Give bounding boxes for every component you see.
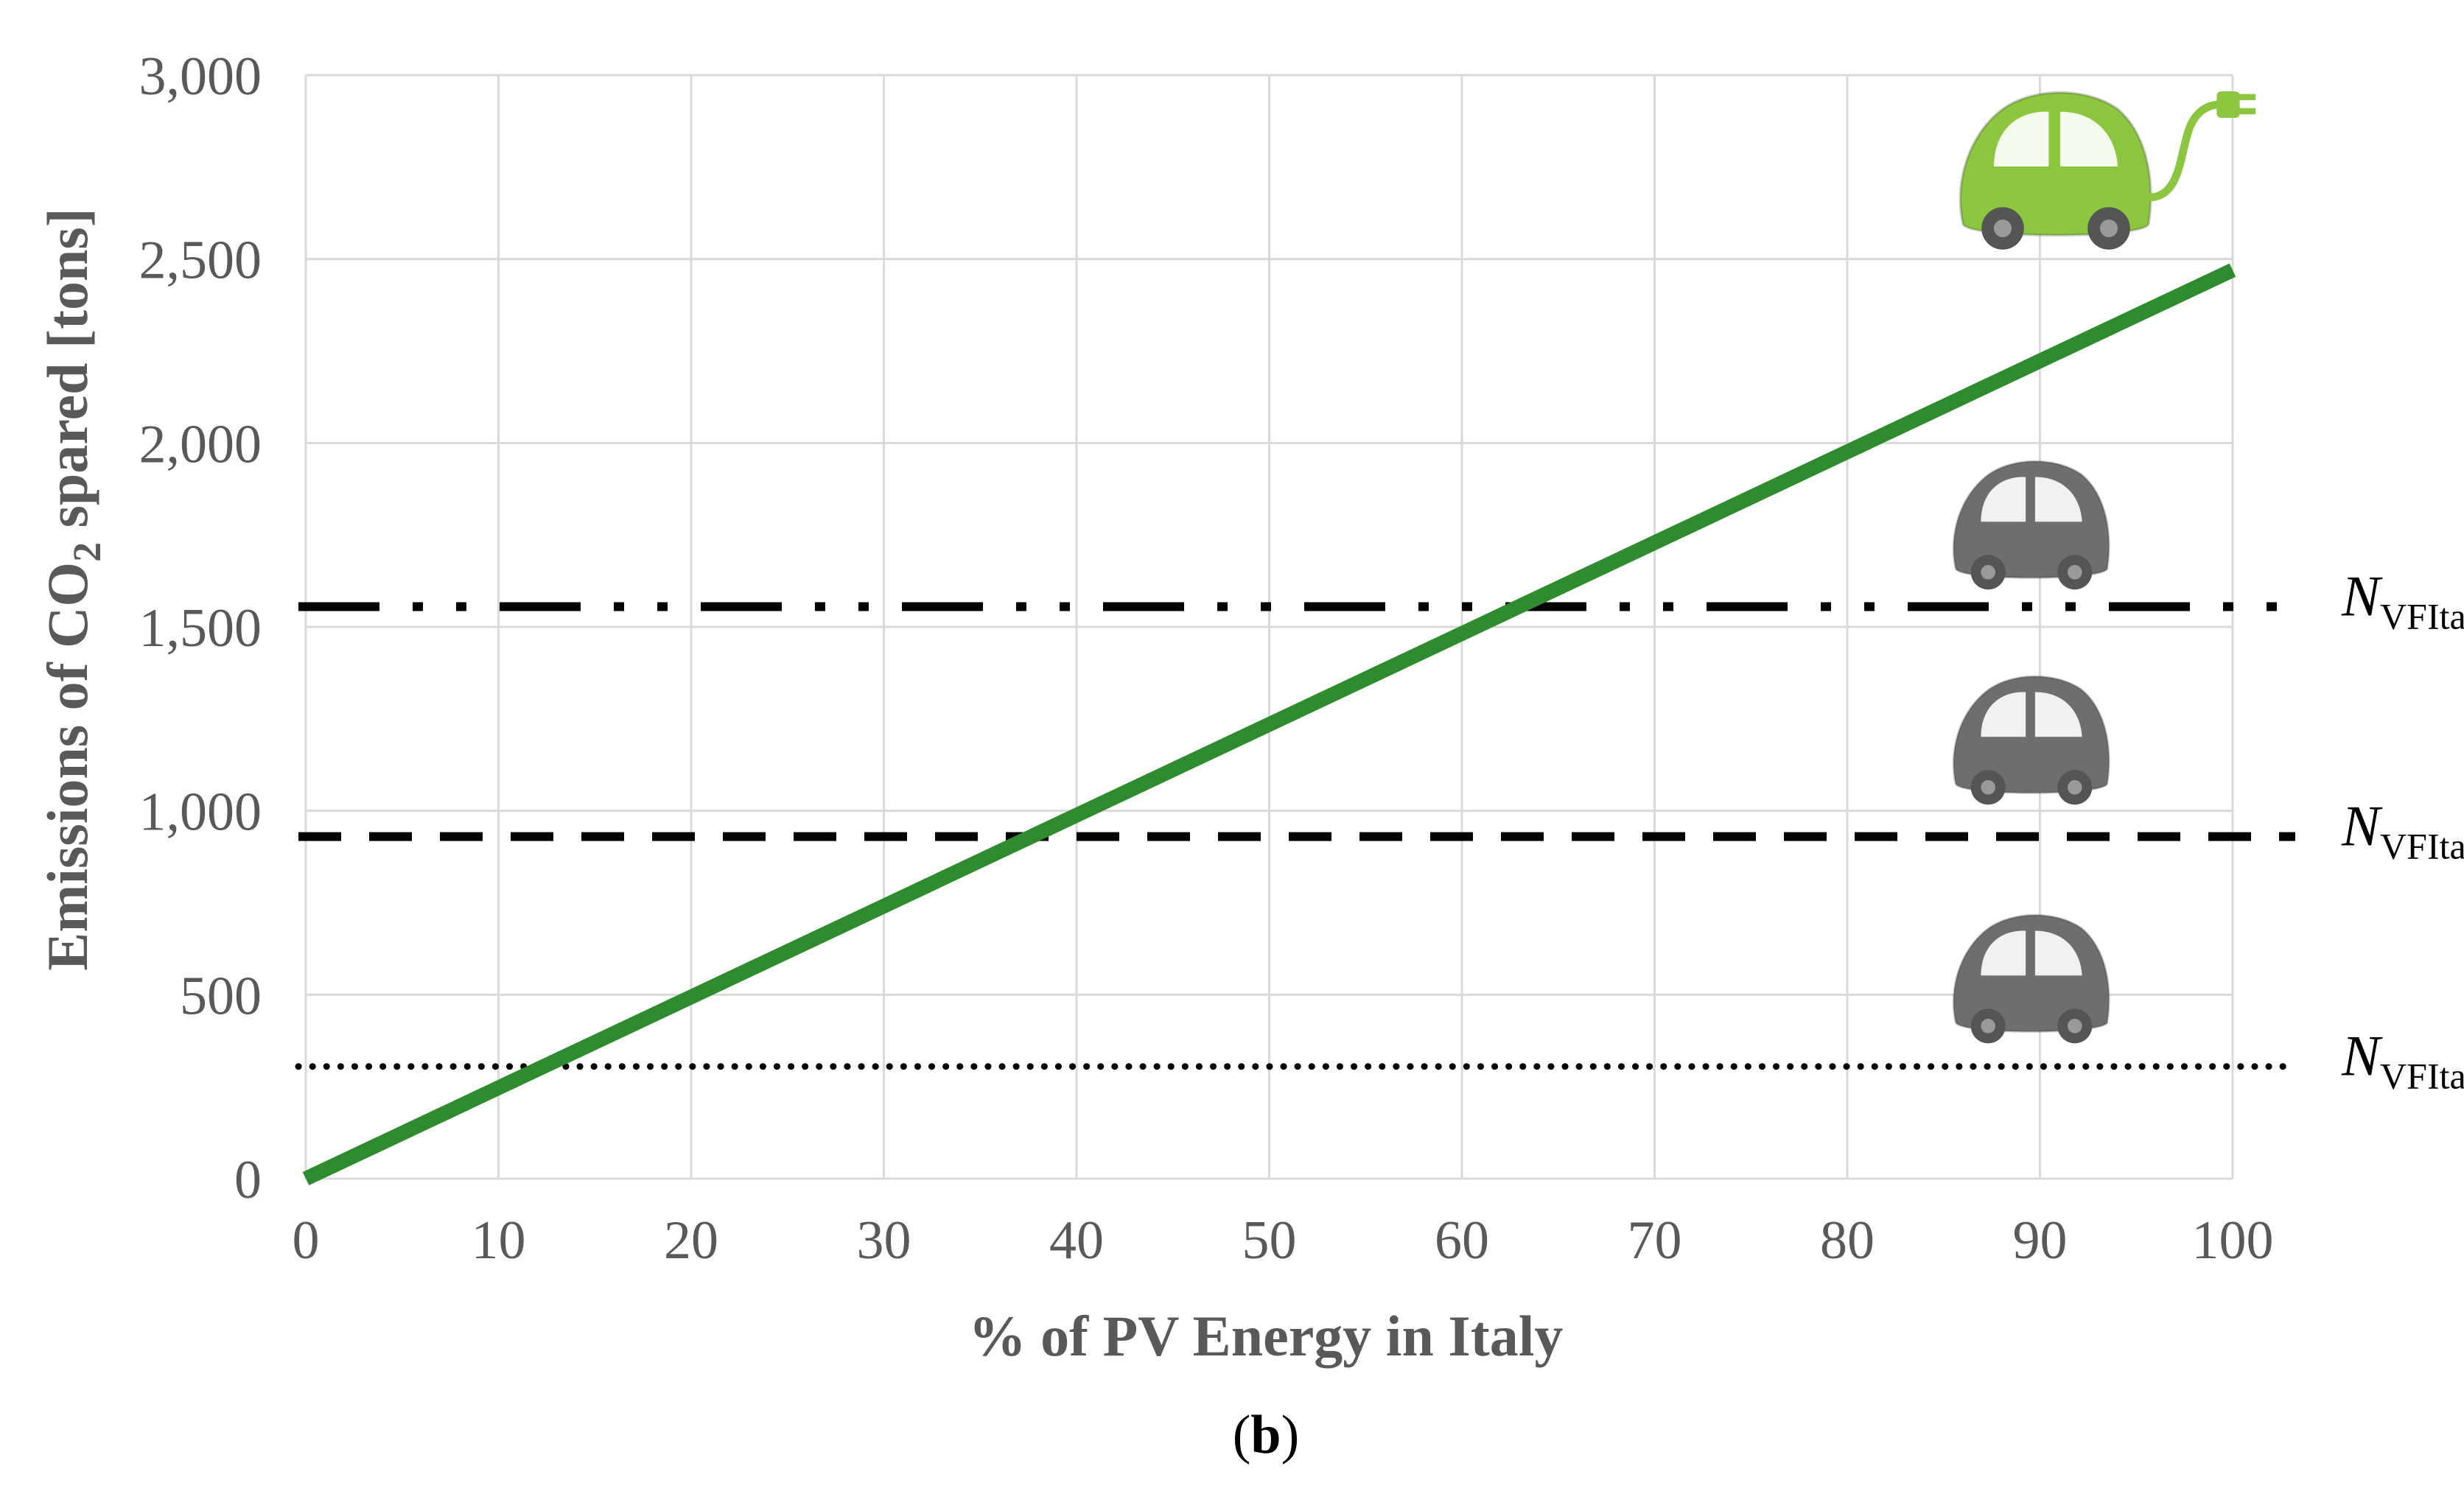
y-tick-label: 2,500 <box>139 231 262 291</box>
y-axis-title-pre: Emissions of CO <box>35 562 99 971</box>
y-tick-label: 1,500 <box>139 598 262 659</box>
reference-lines: NVFItaly 25%NVFItaly 15%NVFItaly 5% <box>295 564 2464 1097</box>
caption-open: ( <box>1233 1405 1251 1465</box>
y-tick-label: 0 <box>234 1150 262 1210</box>
grey-car-icon <box>1952 913 2110 1044</box>
x-tick-label: 30 <box>857 1210 911 1271</box>
x-tick-label: 100 <box>2192 1210 2274 1271</box>
reference-label-2: NVFItaly 15% <box>2341 794 2464 867</box>
x-axis-title: % of PV Energy in Italy <box>969 1304 1564 1368</box>
series-line-1 <box>302 263 2236 1186</box>
reference-label-sub: VFItaly 25% <box>2380 596 2464 637</box>
figure-caption: (b) <box>1233 1405 1299 1465</box>
x-tick-label: 60 <box>1435 1210 1489 1271</box>
x-tick-label: 70 <box>1628 1210 1682 1271</box>
reference-label-sub: VFItaly 15% <box>2380 826 2464 867</box>
grey-car-icon <box>1952 675 2110 805</box>
x-tick-label: 50 <box>1242 1210 1297 1271</box>
y-tick-label: 3,000 <box>139 46 262 107</box>
caption-close: ) <box>1281 1405 1300 1465</box>
y-axis-title: Emissions of CO2 spared [tons] <box>35 208 109 970</box>
x-tick-label: 80 <box>1820 1210 1875 1271</box>
reference-label-1: NVFItaly 25% <box>2341 564 2464 637</box>
y-axis-title-post: spared [tons] <box>35 208 99 542</box>
grid <box>304 74 2234 1180</box>
caption-letter: b <box>1250 1405 1281 1465</box>
y-axis-title-sub: 2 <box>65 542 109 562</box>
x-tick-label: 0 <box>293 1210 320 1271</box>
x-tick-label: 10 <box>472 1210 526 1271</box>
y-tick-label: 500 <box>180 966 262 1026</box>
reference-label-main: N <box>2341 794 2383 858</box>
reference-label-main: N <box>2341 1024 2383 1088</box>
reference-label-main: N <box>2341 564 2383 628</box>
reference-label-3: NVFItaly 5% <box>2341 1024 2464 1097</box>
series <box>302 263 2236 1186</box>
reference-label-sub: VFItaly 5% <box>2380 1056 2464 1097</box>
x-tick-label: 40 <box>1049 1210 1104 1271</box>
x-tick-label: 90 <box>2013 1210 2068 1271</box>
y-tick-label: 2,000 <box>139 414 262 474</box>
green-electric-car-icon <box>1959 91 2256 250</box>
x-tick-label: 20 <box>664 1210 718 1271</box>
tick-labels: 0 10 20 30 40 50 60 70 80 90 100 0 500 1,000 1,500 2,00… <box>139 46 2274 1271</box>
icons <box>1952 91 2256 1044</box>
grey-car-icon <box>1952 460 2110 590</box>
y-tick-label: 1,000 <box>139 782 262 843</box>
